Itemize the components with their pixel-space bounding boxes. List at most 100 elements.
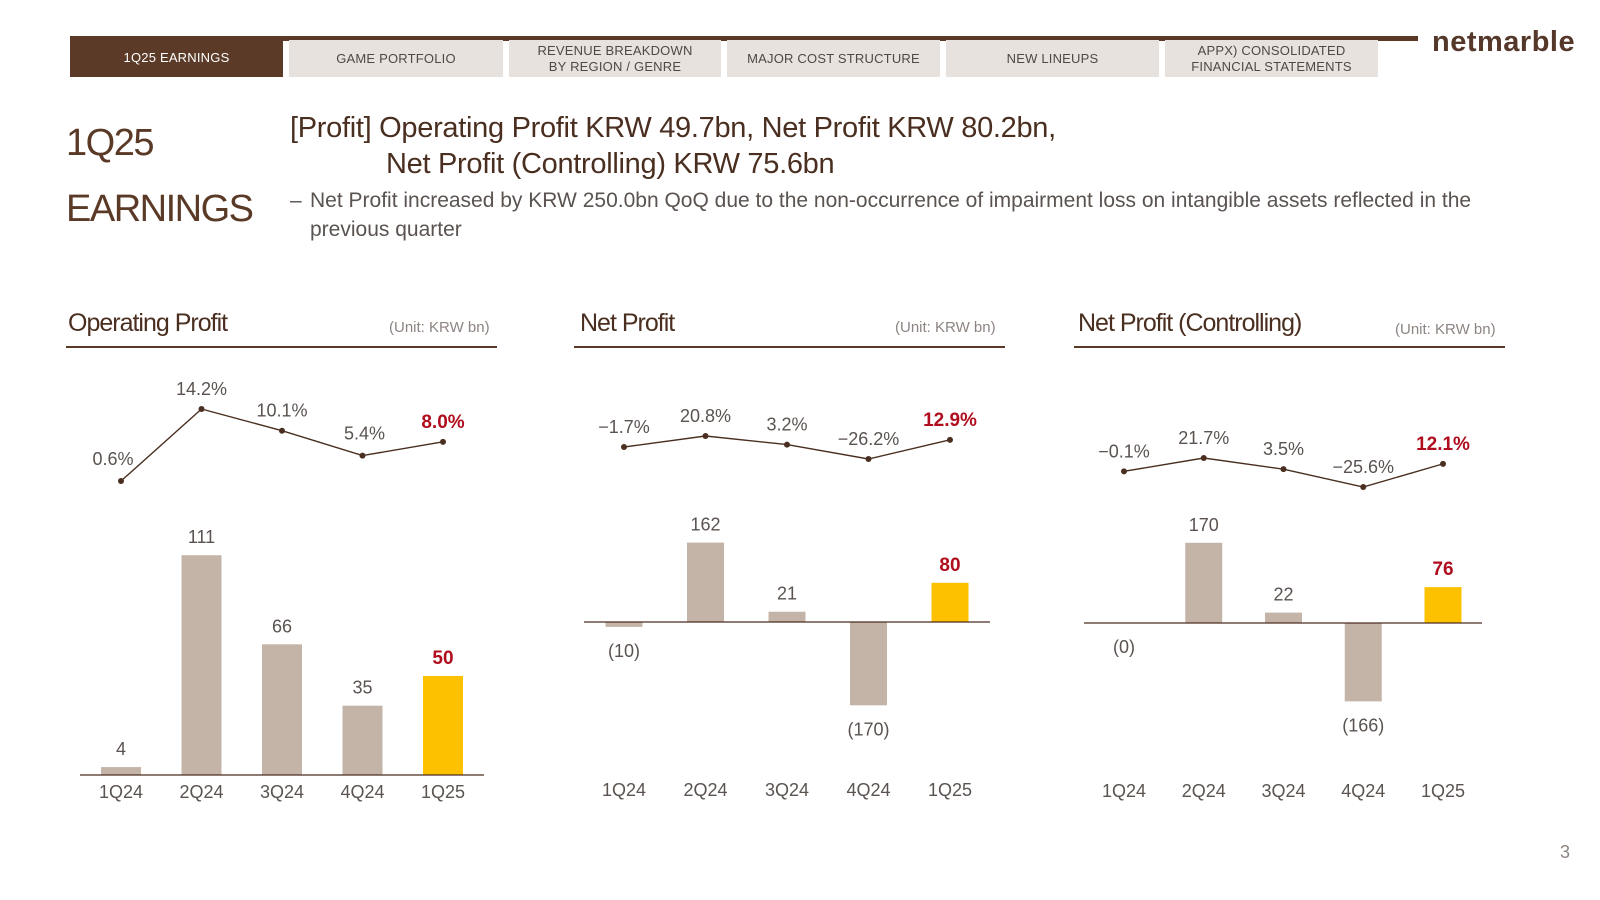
chart-title-net-profit-controlling: Net Profit (Controlling)	[1078, 309, 1302, 337]
category-label: 1Q25	[421, 782, 465, 802]
margin-point	[865, 456, 872, 462]
bar-3q24	[1265, 612, 1302, 623]
margin-point	[359, 452, 366, 459]
category-label: 3Q24	[260, 782, 304, 802]
margin-point	[621, 444, 627, 451]
tab-appx-consolidated-statements[interactable]: APPX) CONSOLIDATED FINANCIAL STATEMENTS	[1165, 40, 1378, 77]
bar-value-label: 22	[1273, 585, 1293, 605]
headline-bullet: – Net Profit increased by KRW 250.0bn Qo…	[290, 186, 1490, 244]
margin-point	[1440, 460, 1446, 467]
margin-label: −0.1%	[1098, 441, 1150, 461]
bar-value-label: 66	[272, 616, 292, 636]
margin-label: 12.9%	[923, 410, 977, 431]
nav-top-rule	[70, 36, 1418, 41]
category-label: 1Q25	[1421, 781, 1465, 801]
margin-label: 14.2%	[176, 379, 227, 399]
margin-label: 5.4%	[344, 424, 385, 444]
margin-point	[1360, 484, 1367, 490]
headline-line-1: [Profit] Operating Profit KRW 49.7bn, Ne…	[290, 112, 1056, 144]
chart-title-net-profit: Net Profit	[580, 309, 675, 337]
margin-point	[1121, 468, 1127, 475]
tab-1q25-earnings[interactable]: 1Q25 EARNINGS	[70, 38, 283, 77]
bar-value-label: 111	[188, 527, 215, 547]
bar-value-label: 50	[432, 648, 453, 669]
bar-4q24	[850, 622, 887, 706]
bar-2q24	[1185, 542, 1223, 623]
bar-value-label: 4	[116, 739, 126, 759]
bar-value-label: (170)	[847, 719, 889, 739]
category-label: 4Q24	[1341, 781, 1385, 801]
category-label: 1Q25	[928, 780, 972, 800]
margin-label: 8.0%	[421, 412, 464, 433]
chart-unit-operating-profit: (Unit: KRW bn)	[389, 319, 490, 336]
category-label: 3Q24	[1261, 781, 1305, 801]
margin-label: 0.6%	[92, 449, 133, 469]
bar-4q24	[342, 705, 383, 775]
margin-label: −25.6%	[1332, 457, 1394, 477]
tab-game-portfolio[interactable]: GAME PORTFOLIO	[289, 40, 503, 77]
margin-point	[784, 441, 790, 448]
bar-1q25	[1424, 587, 1462, 623]
margin-label: 12.1%	[1416, 434, 1470, 455]
bullet-dash: –	[290, 189, 302, 212]
chart-unit-net-profit: (Unit: KRW bn)	[895, 319, 996, 336]
bar-3q24	[768, 611, 806, 622]
bar-1q25	[931, 582, 969, 622]
tab-new-lineups[interactable]: NEW LINEUPS	[946, 40, 1159, 77]
margin-line-2	[1123, 457, 1444, 488]
margin-label: −26.2%	[838, 429, 900, 449]
bar-4q24	[1344, 623, 1382, 702]
category-label: 2Q24	[179, 782, 223, 802]
bar-1q25	[423, 676, 463, 775]
margin-point	[1280, 466, 1287, 473]
bar-value-label: (166)	[1342, 715, 1384, 735]
headline-line-2: Net Profit (Controlling) KRW 75.6bn	[386, 148, 835, 180]
bar-value-label: (0)	[1113, 637, 1135, 657]
bar-3q24	[262, 644, 302, 775]
bar-1q24	[605, 622, 643, 627]
margin-point	[279, 427, 285, 434]
margin-point	[198, 406, 205, 412]
margin-label: 3.5%	[1263, 439, 1304, 459]
bar-value-label: 76	[1432, 559, 1453, 580]
page-number: 3	[1560, 842, 1571, 862]
category-label: 4Q24	[340, 782, 384, 802]
chart-rule-operating-profit	[66, 346, 497, 348]
category-label: 1Q24	[1102, 781, 1146, 801]
margin-label: 3.2%	[766, 415, 807, 435]
bar-value-label: 162	[690, 515, 720, 535]
category-label: 4Q24	[846, 780, 890, 800]
category-label: 1Q24	[99, 782, 143, 802]
chart-title-operating-profit: Operating Profit	[68, 309, 228, 337]
category-label: 3Q24	[765, 780, 809, 800]
margin-label: 10.1%	[256, 401, 307, 421]
chart-rule-net-profit	[574, 346, 1005, 348]
tab-revenue-breakdown[interactable]: REVENUE BREAKDOWN BY REGION / GENRE	[509, 40, 721, 77]
chart-rule-net-profit-controlling	[1074, 346, 1505, 348]
margin-point	[440, 438, 446, 445]
margin-label: 21.7%	[1178, 428, 1229, 448]
section-title: 1Q25 EARNINGS	[66, 122, 254, 230]
netmarble-logo[interactable]: netmarble	[1432, 26, 1576, 58]
category-label: 2Q24	[683, 780, 727, 800]
bar-2q24	[181, 555, 222, 775]
category-label: 2Q24	[1182, 781, 1226, 801]
bar-value-label: (10)	[608, 641, 640, 661]
tab-major-cost-structure[interactable]: MAJOR COST STRUCTURE	[727, 40, 940, 77]
category-label: 1Q24	[602, 780, 646, 800]
margin-point	[118, 478, 124, 484]
bar-1q24	[101, 767, 141, 775]
margin-label: 20.8%	[680, 406, 731, 426]
bar-value-label: 35	[352, 678, 372, 698]
bar-value-label: 170	[1189, 515, 1219, 535]
margin-point	[947, 436, 953, 443]
bullet-text: Net Profit increased by KRW 250.0bn QoQ …	[310, 189, 1472, 241]
chart-unit-net-profit-controlling: (Unit: KRW bn)	[1395, 321, 1496, 338]
margin-label: −1.7%	[598, 417, 650, 437]
margin-point	[1200, 455, 1207, 461]
bar-value-label: 21	[777, 584, 797, 604]
bar-2q24	[687, 542, 724, 622]
margin-point	[702, 433, 709, 439]
bar-value-label: 80	[939, 555, 960, 576]
